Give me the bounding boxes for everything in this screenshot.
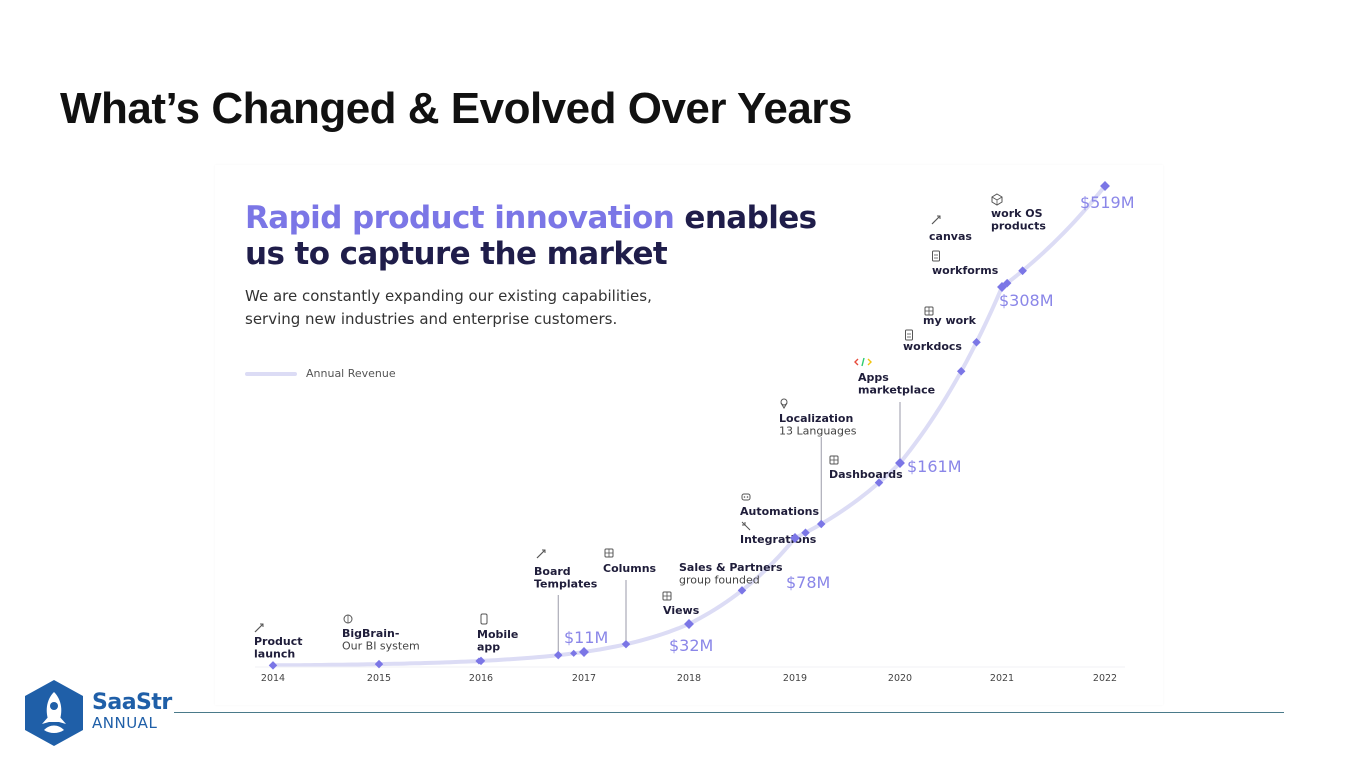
- revenue-point: [997, 282, 1007, 292]
- milestone-label: app: [477, 641, 500, 654]
- milestone-dot: [1018, 266, 1027, 276]
- logo-text: SaaStr ANNUAL: [92, 690, 172, 733]
- logo-name: SaaStr: [92, 690, 172, 715]
- headline-rest: enables: [674, 200, 817, 236]
- x-tick-label: 2016: [469, 673, 493, 684]
- x-tick-label: 2015: [367, 673, 391, 684]
- milestone-label: my work: [923, 314, 977, 327]
- milestone-label: Sales & Partners: [679, 561, 783, 574]
- milestone-label: Mobile: [477, 628, 518, 641]
- milestone-label: Our BI system: [342, 640, 420, 653]
- x-tick-label: 2021: [990, 673, 1014, 684]
- revenue-line: [271, 184, 1107, 668]
- x-tick-label: 2014: [261, 673, 285, 684]
- saastr-rocket-icon: [25, 680, 83, 746]
- milestone-label: Board: [534, 565, 571, 578]
- chart-legend: Annual Revenue: [245, 367, 396, 380]
- robot-icon: [741, 493, 751, 501]
- revenue-point: [1100, 181, 1110, 191]
- x-tick-label: 2019: [783, 673, 807, 684]
- form-icon: [932, 250, 940, 262]
- milestone-label: Templates: [534, 578, 598, 591]
- revenue-label: $308M: [999, 291, 1054, 310]
- footer-divider: [174, 712, 1284, 713]
- milestone-dot: [737, 586, 747, 595]
- revenue-label: $11M: [564, 628, 608, 647]
- milestone-dot: [554, 650, 563, 660]
- panel-subtext: We are constantly expanding our existing…: [245, 285, 675, 331]
- milestone-label: Product: [254, 635, 303, 648]
- headline-line-2: us to capture the market: [245, 236, 668, 272]
- milestone-dot: [374, 659, 384, 669]
- mywork-icon: [924, 306, 934, 316]
- dashboard-icon: [829, 455, 839, 465]
- brain-icon: [343, 614, 353, 624]
- infographic-panel: [215, 165, 1163, 705]
- wand-icon: [536, 549, 546, 559]
- curve-dot: [570, 649, 578, 657]
- doc-icon: [905, 329, 913, 341]
- milestone-label: Apps: [858, 371, 889, 384]
- pin-icon: [780, 398, 788, 409]
- milestone-label: 13 Languages: [779, 425, 857, 438]
- code-icon: [854, 357, 872, 367]
- rocket-icon: [254, 623, 264, 633]
- milestone-label: Columns: [603, 562, 657, 575]
- milestone-dot: [817, 519, 826, 529]
- milestone-label: canvas: [929, 230, 972, 243]
- milestone-label: Views: [663, 604, 700, 617]
- columns-icon: [604, 548, 614, 558]
- milestone-label: BigBrain-: [342, 627, 399, 640]
- logo-sub: ANNUAL: [92, 714, 158, 732]
- revenue-point: [790, 533, 800, 543]
- milestone-label: workdocs: [903, 340, 962, 353]
- revenue-label: $519M: [1080, 193, 1135, 212]
- pencil-icon: [931, 215, 941, 225]
- milestone-label: Localization: [779, 412, 853, 425]
- milestone-label: marketplace: [858, 384, 935, 397]
- legend-label: Annual Revenue: [306, 367, 396, 380]
- plug-icon: [741, 521, 751, 531]
- milestone-label: workforms: [932, 264, 999, 277]
- cube-icon: [991, 193, 1003, 206]
- mobile-icon: [480, 613, 488, 625]
- revenue-point: [579, 647, 589, 657]
- milestone-dot: [874, 478, 884, 487]
- milestone-dot: [801, 528, 810, 537]
- x-tick-label: 2017: [572, 673, 596, 684]
- revenue-point: [684, 619, 694, 629]
- panel-headline: Rapid product innovation enables us to c…: [245, 200, 817, 272]
- subtext-line-2: serving new industries and enterprise cu…: [245, 310, 618, 328]
- milestone-dot: [972, 337, 981, 347]
- revenue-label: $78M: [786, 573, 830, 592]
- milestone-label: products: [991, 220, 1046, 233]
- saastr-logo: SaaStr ANNUAL: [22, 678, 172, 748]
- milestone-label: launch: [254, 648, 295, 661]
- revenue-label: $32M: [669, 636, 713, 655]
- legend-swatch: [245, 371, 297, 376]
- revenue-label: $161M: [907, 457, 962, 476]
- milestone-label: work OS: [991, 207, 1043, 220]
- views-icon: [662, 591, 672, 601]
- headline-accent: Rapid product innovation: [245, 200, 675, 236]
- subtext-line-1: We are constantly expanding our existing…: [245, 287, 652, 305]
- milestone-label: group founded: [679, 574, 760, 587]
- x-tick-label: 2018: [677, 673, 701, 684]
- milestone-dot: [621, 639, 631, 649]
- x-tick-label: 2022: [1093, 673, 1117, 684]
- curve-dot: [475, 657, 483, 665]
- revenue-point: [895, 458, 905, 468]
- milestone-dot: [956, 367, 966, 376]
- milestone-dot: [268, 661, 278, 670]
- milestone-label: Dashboards: [829, 468, 903, 481]
- milestone-label: Automations: [740, 505, 819, 518]
- slide-title: What’s Changed & Evolved Over Years: [60, 84, 852, 133]
- x-tick-label: 2020: [888, 673, 912, 684]
